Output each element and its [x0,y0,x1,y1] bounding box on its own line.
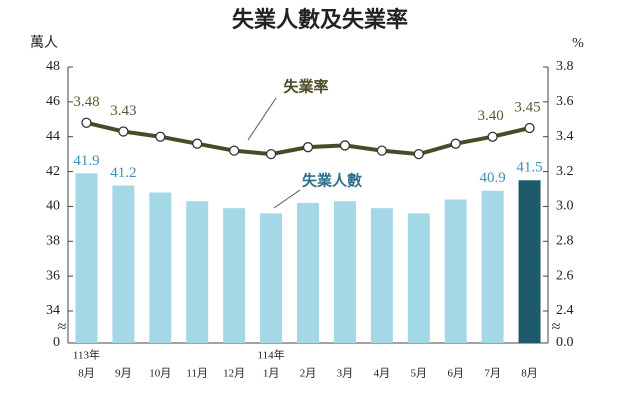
bar-value-label: 41.9 [73,153,99,169]
line-marker [450,138,461,149]
line-value-label: 3.40 [477,108,503,124]
tick-label: 2.8 [556,234,574,249]
bar [518,180,541,343]
annotation-arrow [247,97,277,141]
line-marker [229,145,240,156]
x-tick-label: 10月 [149,368,171,380]
line-marker [155,131,166,142]
tick-label: 34 [46,303,60,318]
line-marker [118,126,129,137]
series-annotation: 失業率 [283,77,328,95]
tick-label: 3.8 [556,59,574,74]
line-marker [192,138,203,149]
bar [260,213,283,343]
tick-label: 0.0 [556,335,574,350]
bar [112,185,135,343]
tick-label: 38 [46,234,60,249]
tick-label: 40 [46,199,60,214]
bar [370,208,393,343]
x-tick-year: 113年 [73,348,100,362]
bar [444,199,467,343]
x-tick-label: 2月 [300,368,317,380]
tick-label: 3.4 [556,129,574,144]
x-tick-label: 4月 [374,368,391,380]
axis-break: ≈ [552,319,561,336]
x-tick-label: 5月 [411,368,428,380]
x-tick-label: 8月 [521,368,538,380]
x-tick-label: 12月 [223,368,245,380]
line-marker [524,122,535,134]
bar [223,208,246,343]
x-tick-label: 8月 [78,368,95,380]
tick-label: 46 [46,94,60,109]
tick-label: 3.2 [556,164,574,179]
x-tick-label: 7月 [484,368,501,380]
x-tick-year: 114年 [258,348,285,362]
axis-break: ≈ [58,319,67,336]
bar [333,201,356,343]
series-annotation: 失業人數 [302,171,362,189]
line-marker [302,142,314,153]
line-marker [339,140,351,151]
y2-axis-label: % [572,36,584,51]
tick-label: 0 [53,335,60,350]
tick-label: 42 [46,164,60,179]
annotation-arrow [273,189,301,209]
tick-label: 44 [46,129,60,144]
bar-value-label: 40.9 [479,170,505,186]
x-tick-label: 1月 [263,368,280,380]
line-marker [413,148,424,160]
bar [186,201,209,343]
tick-label: 48 [46,59,60,74]
chart-title: 失業人數及失業率 [232,7,408,32]
tick-label: 36 [46,268,60,283]
x-tick-label: 3月 [337,368,354,380]
tick-label: 3.0 [556,199,574,214]
line-value-label: 3.45 [514,99,540,115]
bar [75,173,98,343]
bar-value-label: 41.5 [516,160,542,176]
line-marker [81,117,92,128]
bar-value-label: 41.2 [110,165,136,181]
x-tick-label: 6月 [447,368,464,380]
line-value-label: 3.43 [110,103,136,119]
line-marker [265,148,277,160]
line-marker [376,145,387,156]
y-axis-label: 萬人 [30,35,58,51]
tick-label: 2.4 [556,303,574,318]
bar [407,213,430,343]
bar [481,190,504,343]
x-tick-label: 9月 [115,368,132,380]
bar [149,192,172,343]
line-marker [487,131,498,142]
x-tick-label: 11月 [186,368,208,380]
tick-label: 2.6 [556,268,574,283]
bar [297,202,319,343]
line-value-label: 3.48 [73,94,99,110]
tick-label: 3.6 [556,94,574,109]
